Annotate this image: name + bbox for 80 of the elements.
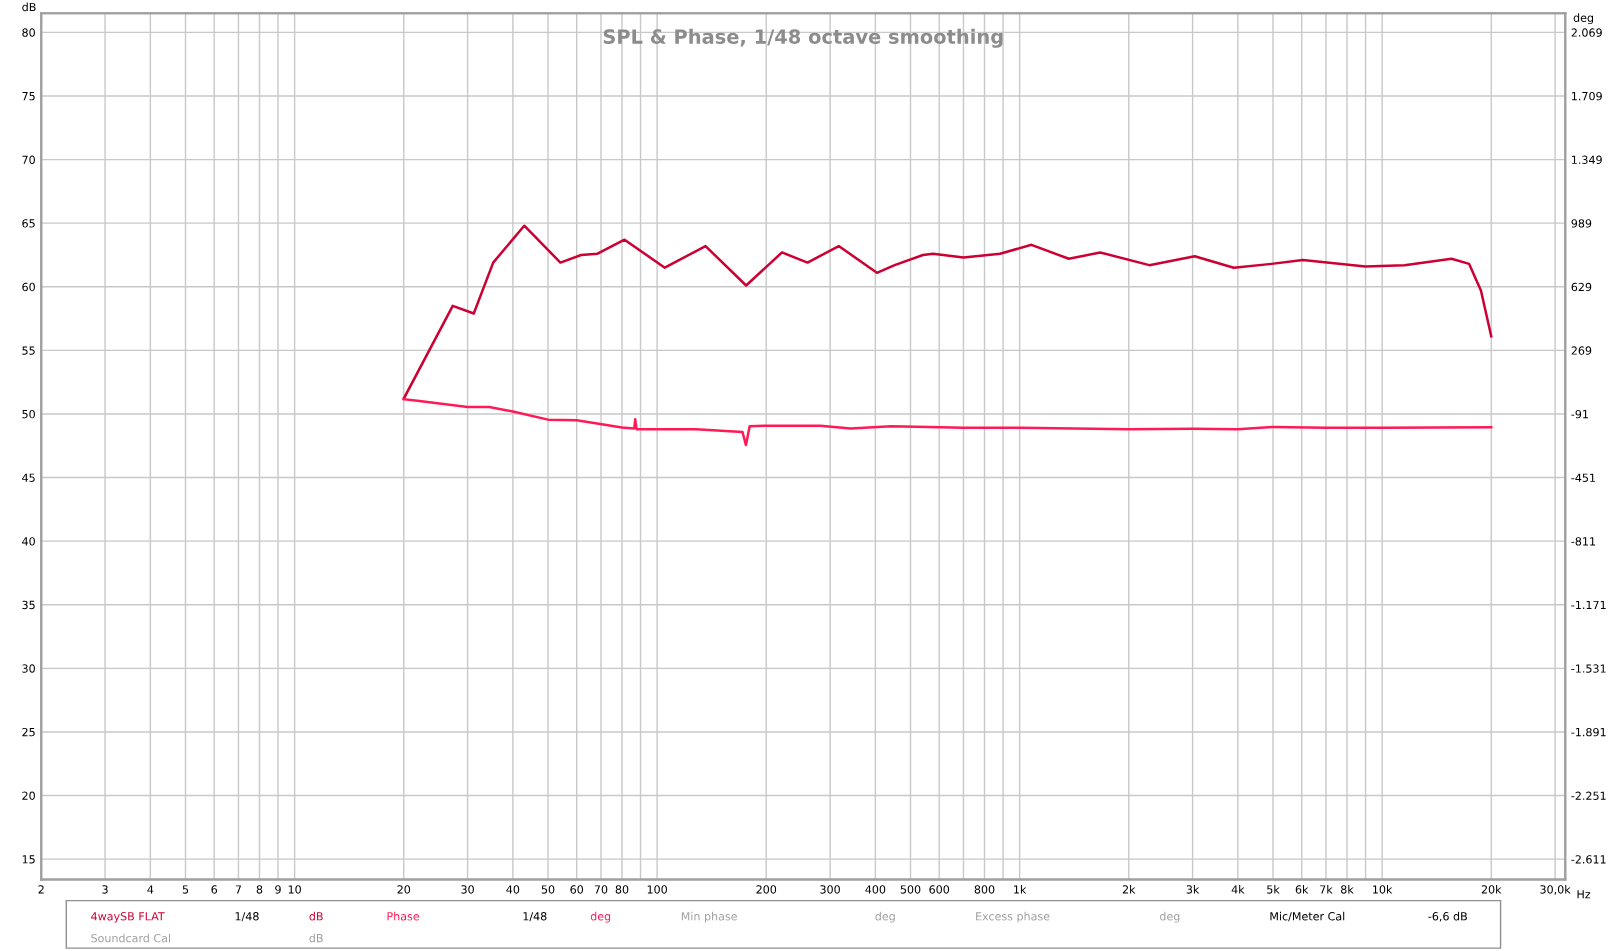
y-tick-label: 15	[22, 855, 35, 864]
x-tick-label: 10k	[1373, 885, 1393, 894]
y-tick-label: 80	[22, 28, 35, 37]
y2-axis-title: deg	[1573, 13, 1593, 25]
y2-tick-label: -2.611	[1571, 855, 1606, 864]
y2-tick-label: -451	[1571, 473, 1595, 482]
text: 1/48	[523, 912, 547, 922]
x-tick-label: 40	[506, 885, 520, 894]
x-tick-label: 600	[929, 885, 950, 894]
y2-tick-label: 1.349	[1572, 155, 1602, 164]
y-tick-label: 75	[22, 92, 35, 101]
y-tick-label: 55	[22, 346, 35, 355]
x-tick-label: 20k	[1481, 885, 1502, 894]
x-tick-label: 7	[235, 885, 242, 894]
x-tick-label: 2	[38, 885, 44, 894]
y2-tick-label: -1.171	[1571, 600, 1606, 609]
y2-tick-label: -91	[1571, 409, 1588, 419]
text: deg	[1160, 911, 1180, 923]
x-tick-label: 3	[102, 885, 108, 894]
text: dB	[309, 933, 323, 943]
y-tick-label: 45	[22, 473, 35, 482]
y-tick-label: 20	[22, 791, 35, 800]
x-tick-label: 7k	[1320, 885, 1333, 894]
text: Excess phase	[976, 911, 1050, 923]
x-tick-label: 70	[594, 885, 608, 894]
text: deg	[875, 911, 895, 923]
x-tick-label: 6	[211, 885, 218, 894]
x-axis-title: Hz	[1577, 890, 1591, 899]
y2-tick-label: -1.531	[1571, 664, 1606, 673]
x-tick-label: 8k	[1341, 885, 1354, 894]
text: Min phase	[681, 911, 737, 923]
x-tick-label: 5k	[1267, 885, 1280, 894]
x-tick-label: 300	[820, 885, 840, 894]
x-tick-label: 80	[615, 885, 629, 894]
y2-tick-label: 989	[1571, 219, 1592, 228]
y-tick-label: 60	[22, 282, 35, 292]
x-tick-label: 400	[865, 885, 886, 894]
y2-tick-label: 629	[1571, 282, 1592, 292]
x-tick-label: 30,0k	[1540, 885, 1571, 895]
text: Soundcard Cal	[91, 933, 171, 943]
y-tick-label: 50	[22, 409, 35, 419]
y-tick-label: 35	[22, 600, 35, 610]
x-tick-label: 6k	[1295, 885, 1309, 894]
x-tick-label: 1k	[1014, 885, 1027, 894]
y2-tick-label: 2.069	[1571, 28, 1602, 37]
y-tick-label: 65	[22, 219, 35, 228]
x-tick-label: 3k	[1186, 885, 1200, 894]
y2-tick-label: 269	[1571, 346, 1592, 355]
text: 1/48	[235, 912, 259, 922]
text: 4waySB FLAT	[91, 912, 165, 923]
x-tick-label: 4	[147, 885, 154, 894]
y2-tick-label: 1.709	[1572, 91, 1602, 101]
x-tick-label: 30	[461, 885, 474, 894]
x-tick-label: 8	[256, 885, 263, 894]
x-tick-label: 20	[397, 885, 411, 894]
x-tick-label: 100	[647, 885, 667, 894]
text: dB	[309, 911, 323, 921]
x-tick-label: 2k	[1122, 885, 1136, 894]
x-tick-label: 800	[974, 885, 995, 894]
x-tick-label: 50	[541, 885, 555, 894]
y-tick-label: 40	[22, 537, 35, 546]
y-axis-title: dB	[22, 2, 36, 12]
y2-tick-label: -2.251	[1571, 791, 1606, 800]
y2-tick-label: -811	[1571, 537, 1595, 546]
y-tick-label: 25	[22, 727, 35, 737]
x-tick-label: 60	[570, 885, 584, 894]
x-tick-label: 500	[900, 885, 921, 894]
text: Mic/Meter Cal	[1270, 911, 1345, 922]
y2-tick-label: -1.891	[1571, 727, 1606, 737]
x-tick-label: 4k	[1231, 885, 1245, 894]
x-tick-label: 5	[182, 885, 189, 894]
x-tick-label: 9	[275, 885, 281, 894]
text: -6,6 dB	[1428, 911, 1467, 922]
x-tick-label: 10	[288, 885, 301, 894]
text: deg	[590, 911, 611, 923]
x-tick-label: 200	[756, 885, 777, 894]
text: SPL & Phase, 1/48 octave smoothing	[603, 28, 1003, 48]
y-tick-label: 30	[22, 664, 35, 673]
text: Phase	[387, 911, 420, 921]
y-tick-label: 70	[22, 155, 35, 164]
